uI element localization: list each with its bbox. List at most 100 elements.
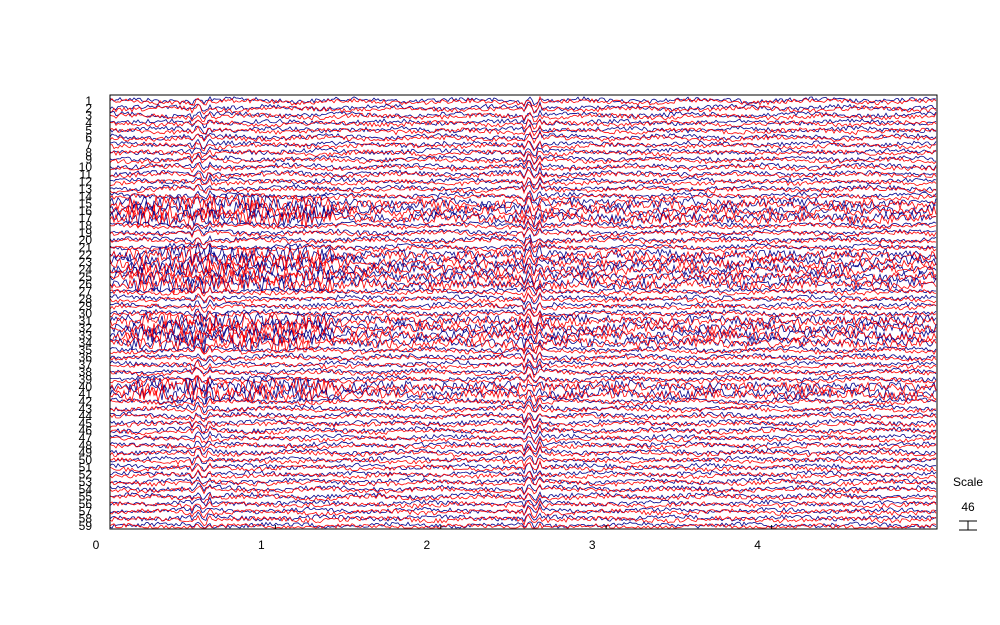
- channel-trace: [109, 430, 937, 444]
- channel-trace: [109, 95, 937, 108]
- channel-label: 29: [79, 299, 93, 313]
- channel-label: 51: [79, 460, 93, 474]
- channel-trace: [109, 111, 937, 123]
- channel-trace: [109, 403, 937, 416]
- channel-trace: [109, 482, 937, 496]
- channel-trace: [109, 513, 937, 527]
- channel-trace: [109, 506, 937, 519]
- channel-label: 9: [85, 153, 92, 167]
- channel-label: 12: [79, 175, 93, 189]
- trace-group: [109, 95, 937, 529]
- channel-trace: [109, 154, 937, 166]
- channel-trace: [109, 326, 937, 345]
- channel-label: 58: [79, 512, 93, 526]
- channel-trace: [109, 351, 937, 364]
- channel-label: 57: [79, 504, 93, 518]
- channel-trace: [109, 366, 937, 379]
- channel-label: 56: [79, 497, 93, 511]
- channel-trace: [110, 476, 937, 486]
- channel-label: 30: [79, 307, 93, 321]
- channel-label: 10: [79, 160, 93, 174]
- channel-label: 46: [79, 424, 93, 438]
- channel-trace: [109, 401, 937, 414]
- channel-trace: [109, 301, 937, 314]
- channel-label: 1: [85, 94, 92, 108]
- channel-trace: [109, 423, 937, 436]
- channel-label: 53: [79, 475, 93, 489]
- channel-trace: [109, 241, 937, 253]
- channel-trace: [109, 500, 937, 512]
- channel-label: 34: [79, 336, 93, 350]
- channel-trace: [109, 149, 937, 159]
- channel-trace: [109, 312, 937, 331]
- channel-trace: [109, 202, 937, 222]
- channel-trace: [109, 181, 937, 194]
- x-tick-label: 3: [589, 538, 596, 552]
- x-tick-label: 0: [93, 538, 100, 552]
- channel-trace: [109, 285, 937, 299]
- scale-value: 46: [961, 500, 975, 514]
- channel-trace: [109, 118, 937, 130]
- channel-label: 35: [79, 343, 93, 357]
- channel-trace: [109, 267, 937, 287]
- channel-label: 37: [79, 358, 93, 372]
- channel-trace: [109, 344, 937, 356]
- channel-label: 6: [85, 131, 92, 145]
- channel-label: 25: [79, 270, 93, 284]
- channel-trace: [109, 233, 937, 246]
- channel-trace: [109, 441, 937, 453]
- channel-trace: [109, 192, 937, 204]
- channel-label: 49: [79, 446, 93, 460]
- x-tick-label: 2: [423, 538, 430, 552]
- channel-trace: [109, 299, 937, 314]
- channel-trace: [109, 417, 937, 430]
- channel-label: 43: [79, 402, 93, 416]
- channel-trace: [109, 394, 937, 407]
- channel-label: 11: [80, 167, 93, 181]
- channel-trace: [109, 168, 937, 182]
- channel-trace: [109, 456, 937, 468]
- channel-trace: [109, 434, 937, 445]
- channel-trace: [109, 183, 937, 195]
- channel-trace: [109, 445, 937, 458]
- x-tick-label: 4: [754, 538, 761, 552]
- channel-trace: [109, 194, 937, 215]
- channel-label: 4: [85, 116, 92, 130]
- channel-trace: [109, 138, 937, 151]
- channel-trace: [109, 360, 937, 372]
- channel-trace: [109, 226, 937, 239]
- channel-trace: [109, 175, 937, 189]
- channel-trace: [109, 385, 937, 405]
- scale-bar-icon: [959, 520, 977, 531]
- channel-trace: [109, 118, 937, 129]
- scale-label: Scale: [953, 475, 983, 489]
- channel-trace: [109, 318, 937, 339]
- channel-label: 15: [79, 197, 93, 211]
- channel-trace: [109, 476, 937, 487]
- channel-trace: [109, 308, 937, 320]
- channel-label: 16: [79, 204, 93, 218]
- channel-trace: [109, 166, 937, 179]
- channel-trace: [109, 492, 937, 504]
- channel-trace: [109, 469, 937, 480]
- channel-label: 18: [79, 219, 93, 233]
- channel-label: 20: [79, 233, 93, 247]
- channel-label: 26: [79, 277, 93, 291]
- channel-trace: [109, 273, 937, 295]
- channel-label: 22: [79, 248, 93, 262]
- channel-trace: [109, 258, 937, 281]
- channel-trace: [109, 491, 936, 502]
- channel-label: 41: [79, 387, 93, 401]
- channel-trace: [109, 160, 937, 174]
- channel-trace: [109, 246, 937, 267]
- channel-label: 7: [85, 138, 92, 152]
- channel-label: 23: [79, 255, 93, 269]
- channel-trace: [109, 396, 937, 410]
- channel-trace: [109, 146, 937, 157]
- channel-trace: [109, 309, 937, 321]
- channel-label: 59: [79, 519, 93, 533]
- channel-trace: [109, 291, 937, 306]
- channel-trace: [109, 253, 937, 274]
- channel-trace: [109, 372, 937, 385]
